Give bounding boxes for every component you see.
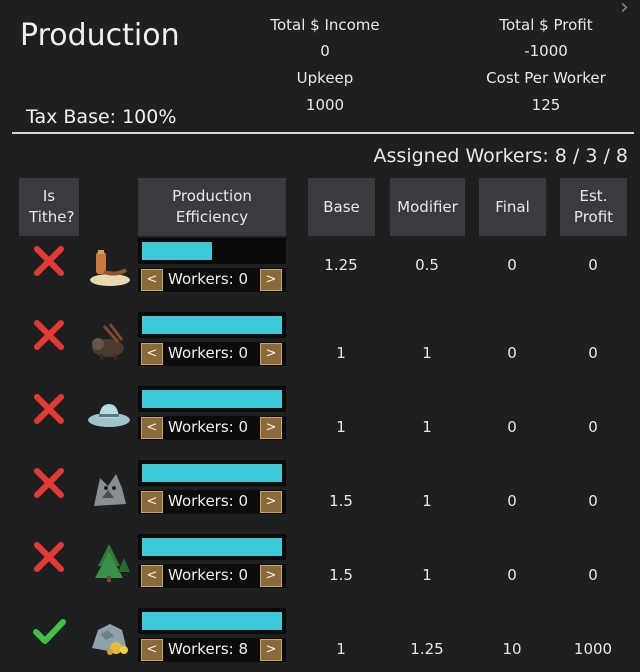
- divider: [12, 132, 634, 134]
- modifier-value: 1: [422, 344, 432, 362]
- workers-count: Workers: 0: [168, 566, 249, 584]
- efficiency-bar: [138, 460, 286, 486]
- decrease-workers-button[interactable]: <: [141, 491, 163, 513]
- increase-workers-button[interactable]: >: [260, 417, 282, 439]
- total-profit-label: Total $ Profit: [499, 16, 593, 34]
- worker-control: < Workers: 0 >: [138, 268, 286, 292]
- header-production-efficiency: Production Efficiency: [138, 178, 286, 236]
- header-production-efficiency-label: Production Efficiency: [172, 187, 252, 226]
- modifier-value: 0.5: [415, 256, 439, 274]
- efficiency-bar: [138, 608, 286, 634]
- tithe-cross-icon[interactable]: [32, 466, 66, 500]
- final-value: 0: [507, 344, 517, 362]
- modifier-value: 1: [422, 492, 432, 510]
- header-base: Base: [308, 178, 375, 236]
- est-profit-value: 0: [588, 566, 598, 584]
- increase-workers-button[interactable]: >: [260, 269, 282, 291]
- decrease-workers-button[interactable]: <: [141, 417, 163, 439]
- efficiency-bar-fill: [142, 464, 282, 482]
- workers-count: Workers: 0: [168, 418, 249, 436]
- page-title: Production: [20, 18, 180, 53]
- header-modifier: Modifier: [390, 178, 465, 236]
- upkeep-label: Upkeep: [296, 69, 354, 87]
- base-value: 1: [336, 344, 346, 362]
- est-profit-value: 0: [588, 418, 598, 436]
- efficiency-bar: [138, 386, 286, 412]
- total-income-label: Total $ Income: [270, 16, 380, 34]
- header-is-tithe: Is Tithe?: [19, 178, 79, 236]
- modifier-value: 1.25: [410, 640, 444, 658]
- workers-count: Workers: 0: [168, 492, 249, 510]
- est-profit-value: 0: [588, 492, 598, 510]
- efficiency-bar-fill: [142, 390, 282, 408]
- header-is-tithe-label: Is Tithe?: [29, 187, 75, 226]
- efficiency-bar-fill: [142, 612, 282, 630]
- efficiency-bar: [138, 312, 286, 338]
- final-value: 0: [507, 418, 517, 436]
- base-value: 1.5: [329, 492, 353, 510]
- est-profit-value: 1000: [573, 640, 613, 658]
- worker-control: < Workers: 0 >: [138, 490, 286, 514]
- efficiency-bar: [138, 238, 286, 264]
- bison-icon: [86, 320, 132, 362]
- tithe-cross-icon[interactable]: [32, 318, 66, 352]
- increase-workers-button[interactable]: >: [260, 491, 282, 513]
- header-est-profit: Est. Profit: [560, 178, 627, 236]
- total-income-value: 0: [320, 42, 330, 60]
- tithe-check-icon[interactable]: [32, 614, 66, 648]
- final-value: 0: [507, 256, 517, 274]
- base-value: 1.5: [329, 566, 353, 584]
- tithe-cross-icon[interactable]: [32, 244, 66, 278]
- wolf-fur-icon: [86, 468, 132, 510]
- forest-icon: [86, 542, 132, 584]
- est-profit-value: 0: [588, 256, 598, 274]
- base-value: 1.25: [324, 256, 358, 274]
- efficiency-bar: [138, 534, 286, 560]
- increase-workers-button[interactable]: >: [260, 639, 282, 661]
- final-value: 0: [507, 566, 517, 584]
- header-final: Final: [479, 178, 546, 236]
- efficiency-bar-fill: [142, 538, 282, 556]
- modifier-value: 1: [422, 418, 432, 436]
- upkeep-value: 1000: [305, 96, 345, 114]
- ore-gold-icon: [86, 616, 132, 658]
- total-profit-value: -1000: [524, 42, 568, 60]
- base-value: 1: [336, 640, 346, 658]
- tithe-cross-icon[interactable]: [32, 392, 66, 426]
- final-value: 0: [507, 492, 517, 510]
- workers-count: Workers: 0: [168, 344, 249, 362]
- cost-per-worker-label: Cost Per Worker: [486, 69, 606, 87]
- est-profit-value: 0: [588, 344, 598, 362]
- tithe-cross-icon[interactable]: [32, 540, 66, 574]
- workers-count: Workers: 0: [168, 270, 249, 288]
- decrease-workers-button[interactable]: <: [141, 343, 163, 365]
- efficiency-bar-fill: [142, 242, 212, 260]
- modifier-value: 1: [422, 566, 432, 584]
- worker-control: < Workers: 0 >: [138, 564, 286, 588]
- tobacco-pipe-icon: [86, 246, 132, 288]
- base-value: 1: [336, 418, 346, 436]
- worker-control: < Workers: 0 >: [138, 416, 286, 440]
- header-est-profit-label: Est. Profit: [573, 187, 614, 226]
- efficiency-bar-fill: [142, 316, 282, 334]
- increase-workers-button[interactable]: >: [260, 565, 282, 587]
- increase-workers-button[interactable]: >: [260, 343, 282, 365]
- tax-base: Tax Base: 100%: [26, 106, 177, 128]
- final-value: 10: [502, 640, 522, 658]
- workers-count: Workers: 8: [168, 640, 249, 658]
- assigned-workers: Assigned Workers: 8 / 3 / 8: [373, 145, 628, 167]
- decrease-workers-button[interactable]: <: [141, 269, 163, 291]
- cowboy-hat-icon: [86, 394, 132, 436]
- decrease-workers-button[interactable]: <: [141, 565, 163, 587]
- decrease-workers-button[interactable]: <: [141, 639, 163, 661]
- worker-control: < Workers: 0 >: [138, 342, 286, 366]
- close-icon[interactable]: ›: [620, 0, 629, 20]
- cost-per-worker-value: 125: [531, 96, 561, 114]
- worker-control: < Workers: 8 >: [138, 638, 286, 662]
